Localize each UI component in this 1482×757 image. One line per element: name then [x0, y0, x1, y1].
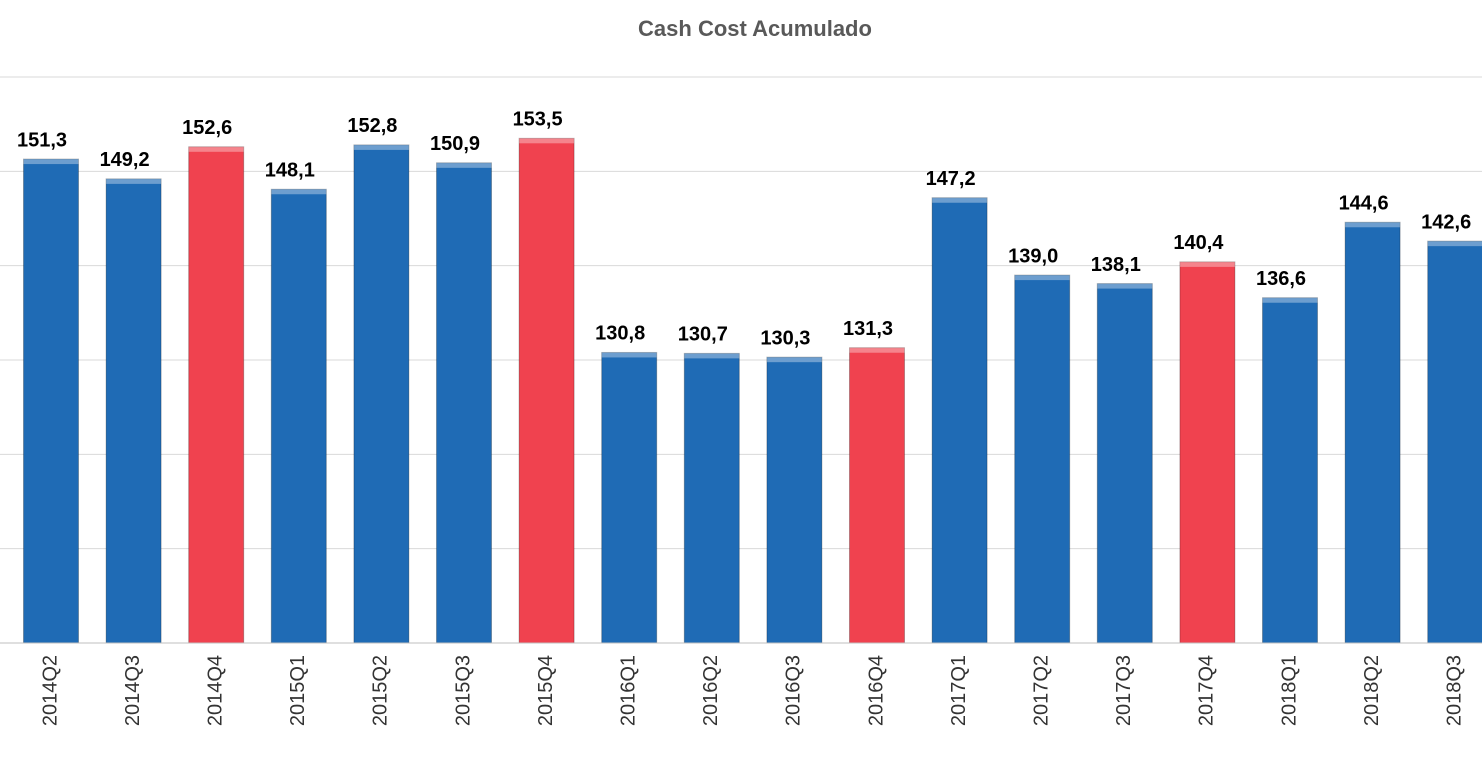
x-tick-label: 2015Q4 [535, 655, 557, 726]
bar [601, 351, 658, 644]
bar-highlight [1014, 275, 1070, 281]
value-label: 139,0 [1008, 245, 1058, 267]
bar-highlight [1179, 261, 1235, 267]
value-label: 149,2 [100, 149, 150, 171]
x-tick-label: 2017Q1 [948, 655, 970, 726]
bar [353, 144, 410, 644]
bar [1014, 274, 1071, 644]
bar [270, 188, 327, 644]
x-tick-label: 2014Q3 [122, 655, 144, 726]
bar [849, 347, 905, 644]
x-tick-label: 2015Q1 [287, 655, 309, 726]
x-tick-label: 2018Q1 [1278, 655, 1300, 726]
bar [1096, 283, 1153, 644]
bar-highlight [766, 357, 822, 363]
bar-highlight [1262, 297, 1318, 303]
value-label: 131,3 [843, 318, 893, 340]
x-tick-label: 2016Q1 [617, 655, 639, 726]
value-label: 130,3 [760, 327, 810, 349]
x-tick-label: 2016Q4 [865, 655, 887, 726]
bar [931, 197, 988, 644]
bar-highlight [106, 178, 162, 184]
bar-highlight [436, 162, 492, 168]
value-label: 153,5 [513, 109, 563, 131]
bar [23, 158, 79, 644]
bar-highlight [519, 138, 575, 144]
value-label: 151,3 [17, 129, 67, 151]
bar-highlight [1427, 241, 1482, 247]
x-tick-label: 2015Q3 [452, 655, 474, 726]
bar [1262, 297, 1318, 644]
value-label: 140,4 [1173, 232, 1224, 254]
bar [1344, 221, 1401, 644]
bar [766, 356, 823, 644]
bar-highlight [849, 347, 905, 353]
bar-highlight [23, 159, 79, 165]
chart-title: Cash Cost Acumulado [638, 16, 872, 41]
bar-highlight [188, 146, 244, 152]
bar-highlight [684, 353, 740, 359]
value-label: 148,1 [265, 160, 315, 182]
bar-highlight [932, 197, 988, 203]
bar [683, 352, 740, 644]
bar [1179, 261, 1236, 644]
x-tick-label: 2018Q3 [1443, 655, 1465, 726]
x-tick-label: 2014Q2 [39, 655, 61, 726]
bar-highlight [601, 352, 657, 358]
x-tick-label: 2018Q2 [1361, 655, 1383, 726]
x-tick-label: 2017Q2 [1030, 655, 1052, 726]
bar-highlight [271, 189, 327, 195]
value-label: 152,8 [347, 115, 397, 137]
x-tick-label: 2017Q4 [1196, 655, 1218, 726]
x-tick-label: 2017Q3 [1113, 655, 1135, 726]
x-tick-label: 2014Q4 [204, 655, 226, 726]
bar [436, 162, 492, 644]
bar [105, 178, 162, 644]
x-tick-label: 2016Q2 [700, 655, 722, 726]
bar [1427, 240, 1482, 644]
bar-highlight [1097, 283, 1153, 289]
value-label: 144,6 [1339, 193, 1389, 215]
value-label: 142,6 [1421, 211, 1471, 233]
x-tick-label: 2016Q3 [783, 655, 805, 726]
bar-highlight [1345, 222, 1401, 228]
value-label: 150,9 [430, 133, 480, 155]
value-label: 138,1 [1091, 254, 1141, 276]
value-label: 130,7 [678, 324, 728, 346]
value-label: 147,2 [926, 168, 976, 190]
bar-highlight [353, 144, 409, 150]
value-label: 130,8 [595, 323, 645, 345]
bar [518, 137, 575, 644]
bar [188, 146, 245, 644]
value-label: 152,6 [182, 117, 232, 139]
value-label: 136,6 [1256, 268, 1306, 290]
x-tick-label: 2015Q2 [370, 655, 392, 726]
